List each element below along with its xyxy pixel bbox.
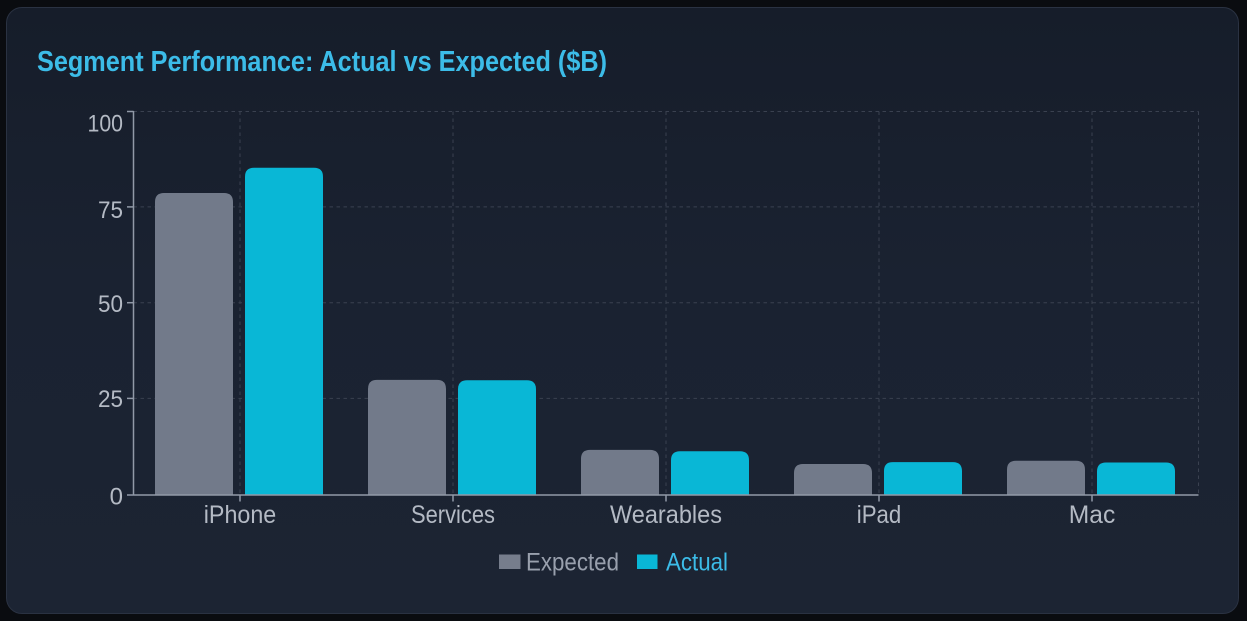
svg-text:75: 75 (98, 197, 123, 224)
svg-text:50: 50 (98, 291, 123, 318)
svg-text:Expected: Expected (526, 548, 619, 576)
svg-text:Segment Performance: Actual vs: Segment Performance: Actual vs Expected … (37, 46, 607, 78)
svg-text:Mac: Mac (1069, 501, 1116, 529)
svg-text:Actual: Actual (666, 548, 728, 576)
svg-text:Services: Services (411, 501, 495, 529)
svg-text:100: 100 (88, 111, 124, 138)
svg-text:25: 25 (98, 386, 123, 413)
svg-text:iPhone: iPhone (204, 501, 277, 529)
svg-text:0: 0 (110, 484, 123, 511)
svg-text:iPad: iPad (857, 501, 902, 529)
svg-text:Wearables: Wearables (610, 501, 722, 529)
